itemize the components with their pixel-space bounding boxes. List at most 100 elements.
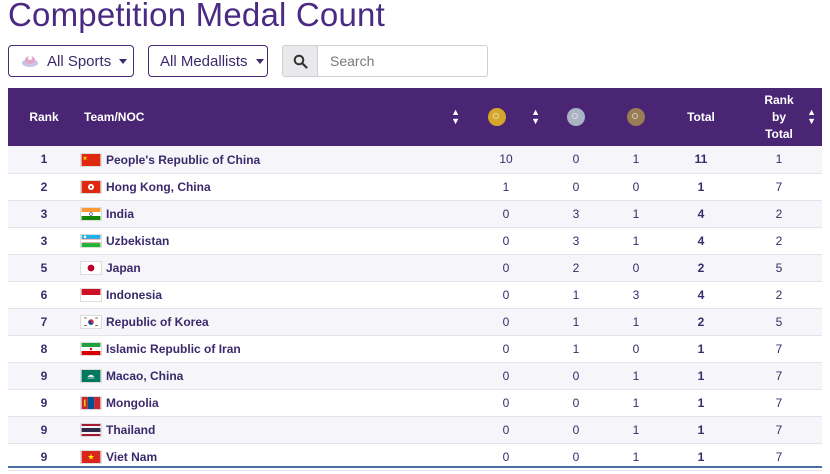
sports-icon — [22, 56, 38, 67]
sort-icon[interactable]: ▲ ▼ — [531, 107, 540, 126]
header-rank[interactable]: Rank — [29, 109, 59, 124]
team-name[interactable]: India — [106, 206, 135, 221]
total-count: 2 — [697, 314, 705, 329]
sports-dropdown-label: All Sports — [47, 52, 112, 70]
table-row[interactable]: 1 People's Republic of China 10 0 1 11 1 — [8, 146, 822, 173]
team-name[interactable]: Macao, China — [106, 368, 184, 383]
table-row[interactable]: 9 Thailand 0 0 1 1 7 — [8, 416, 822, 443]
header-team[interactable]: Team/NOC ▲ ▼ — [84, 107, 460, 126]
total-count: 1 — [697, 422, 705, 437]
total-count: 4 — [697, 233, 705, 248]
table-row[interactable]: 9 Mongolia 0 0 1 1 7 — [8, 389, 822, 416]
header-rank-by-total[interactable]: Rank by Total ▲ ▼ — [764, 92, 816, 141]
team-name[interactable]: Uzbekistan — [106, 233, 170, 248]
sort-icon[interactable]: ▲ ▼ — [807, 107, 816, 126]
team-name[interactable]: Thailand — [106, 422, 156, 437]
rank-by-total-cell: 2 — [775, 287, 783, 302]
gold-count: 0 — [502, 206, 510, 221]
gold-count: 0 — [502, 422, 510, 437]
rank-cell: 9 — [40, 395, 48, 410]
flag-uzbekistan-icon — [80, 233, 106, 248]
team-cell[interactable]: Japan — [80, 254, 466, 281]
rank-by-total-cell: 7 — [775, 179, 783, 194]
gold-count: 0 — [502, 368, 510, 383]
rank-cell: 5 — [40, 260, 48, 275]
flag-korea-icon — [80, 314, 106, 329]
table-row[interactable]: 3 Uzbekistan 0 3 1 4 2 — [8, 227, 822, 254]
bronze-count: 0 — [632, 260, 640, 275]
silver-count: 1 — [572, 287, 580, 302]
team-name[interactable]: Japan — [106, 260, 141, 275]
silver-count: 0 — [572, 368, 580, 383]
gold-count: 0 — [502, 314, 510, 329]
filter-bar: All Sports All Medallists — [8, 45, 822, 79]
team-name[interactable]: Mongolia — [106, 395, 159, 410]
team-name[interactable]: Republic of Korea — [106, 314, 209, 329]
bronze-count: 0 — [632, 341, 640, 356]
chevron-down-icon — [255, 58, 264, 64]
team-cell[interactable]: Macao, China — [80, 362, 466, 389]
rank-cell: 1 — [40, 152, 48, 167]
table-row[interactable]: 8 Islamic Republic of Iran 0 1 0 1 7 — [8, 335, 822, 362]
team-cell[interactable]: Viet Nam — [80, 443, 466, 470]
flag-iran-icon — [80, 341, 106, 356]
rank-cell: 7 — [40, 314, 48, 329]
bronze-count: 3 — [632, 287, 640, 302]
header-bronze[interactable] — [606, 88, 666, 146]
gold-count: 1 — [502, 179, 510, 194]
team-cell[interactable]: Republic of Korea — [80, 308, 466, 335]
team-cell[interactable]: Uzbekistan — [80, 227, 466, 254]
chevron-down-icon — [119, 58, 128, 64]
team-cell[interactable]: Mongolia — [80, 389, 466, 416]
search-input[interactable] — [318, 45, 488, 77]
team-cell[interactable]: Indonesia — [80, 281, 466, 308]
header-gold[interactable]: ▲ ▼ — [466, 88, 546, 146]
gold-count: 0 — [502, 260, 510, 275]
team-cell[interactable]: India — [80, 200, 466, 227]
sort-icon[interactable]: ▲ ▼ — [451, 107, 460, 126]
team-name[interactable]: Indonesia — [106, 287, 163, 302]
team-cell[interactable]: Islamic Republic of Iran — [80, 335, 466, 362]
flag-japan-icon — [80, 260, 106, 275]
table-row[interactable]: 6 Indonesia 0 1 3 4 2 — [8, 281, 822, 308]
rank-by-total-cell: 7 — [775, 341, 783, 356]
rank-cell: 8 — [40, 341, 48, 356]
rank-by-total-cell: 7 — [775, 422, 783, 437]
table-header-row: Rank Team/NOC ▲ ▼ ▲ ▼ Total Rank by — [8, 88, 822, 146]
team-name[interactable]: Viet Nam — [106, 449, 158, 464]
rank-by-total-cell: 2 — [775, 233, 783, 248]
team-name[interactable]: Islamic Republic of Iran — [106, 341, 241, 356]
bronze-count: 1 — [632, 206, 640, 221]
medallists-dropdown[interactable]: All Medallists — [148, 45, 268, 77]
gold-count: 0 — [502, 449, 510, 464]
header-silver[interactable] — [546, 88, 606, 146]
flag-indonesia-icon — [80, 287, 106, 302]
total-count: 4 — [697, 287, 705, 302]
header-total[interactable]: Total — [687, 109, 715, 124]
team-name[interactable]: People's Republic of China — [106, 152, 261, 167]
sports-dropdown[interactable]: All Sports — [8, 45, 134, 77]
silver-count: 0 — [572, 395, 580, 410]
rank-cell: 3 — [40, 233, 48, 248]
rank-by-total-cell: 7 — [775, 449, 783, 464]
silver-count: 3 — [572, 233, 580, 248]
gold-count: 0 — [502, 233, 510, 248]
team-cell[interactable]: Thailand — [80, 416, 466, 443]
rank-by-total-cell: 7 — [775, 368, 783, 383]
search-button[interactable] — [282, 45, 318, 77]
team-cell[interactable]: People's Republic of China — [80, 146, 466, 173]
table-row[interactable]: 9 Viet Nam 0 0 1 1 7 — [8, 443, 822, 470]
table-row[interactable]: 5 Japan 0 2 0 2 5 — [8, 254, 822, 281]
flag-china-icon — [80, 152, 106, 167]
search-icon — [293, 54, 308, 69]
table-row[interactable]: 3 India 0 3 1 4 2 — [8, 200, 822, 227]
medal-table: Rank Team/NOC ▲ ▼ ▲ ▼ Total Rank by — [8, 88, 822, 471]
team-cell[interactable]: Hong Kong, China — [80, 173, 466, 200]
table-row[interactable]: 2 Hong Kong, China 1 0 0 1 7 — [8, 173, 822, 200]
table-row[interactable]: 9 Macao, China 0 0 1 1 7 — [8, 362, 822, 389]
total-count: 1 — [697, 368, 705, 383]
gold-count: 10 — [499, 152, 513, 167]
rank-cell: 9 — [40, 449, 48, 464]
team-name[interactable]: Hong Kong, China — [106, 179, 211, 194]
table-row[interactable]: 7 Republic of Korea 0 1 1 2 5 — [8, 308, 822, 335]
